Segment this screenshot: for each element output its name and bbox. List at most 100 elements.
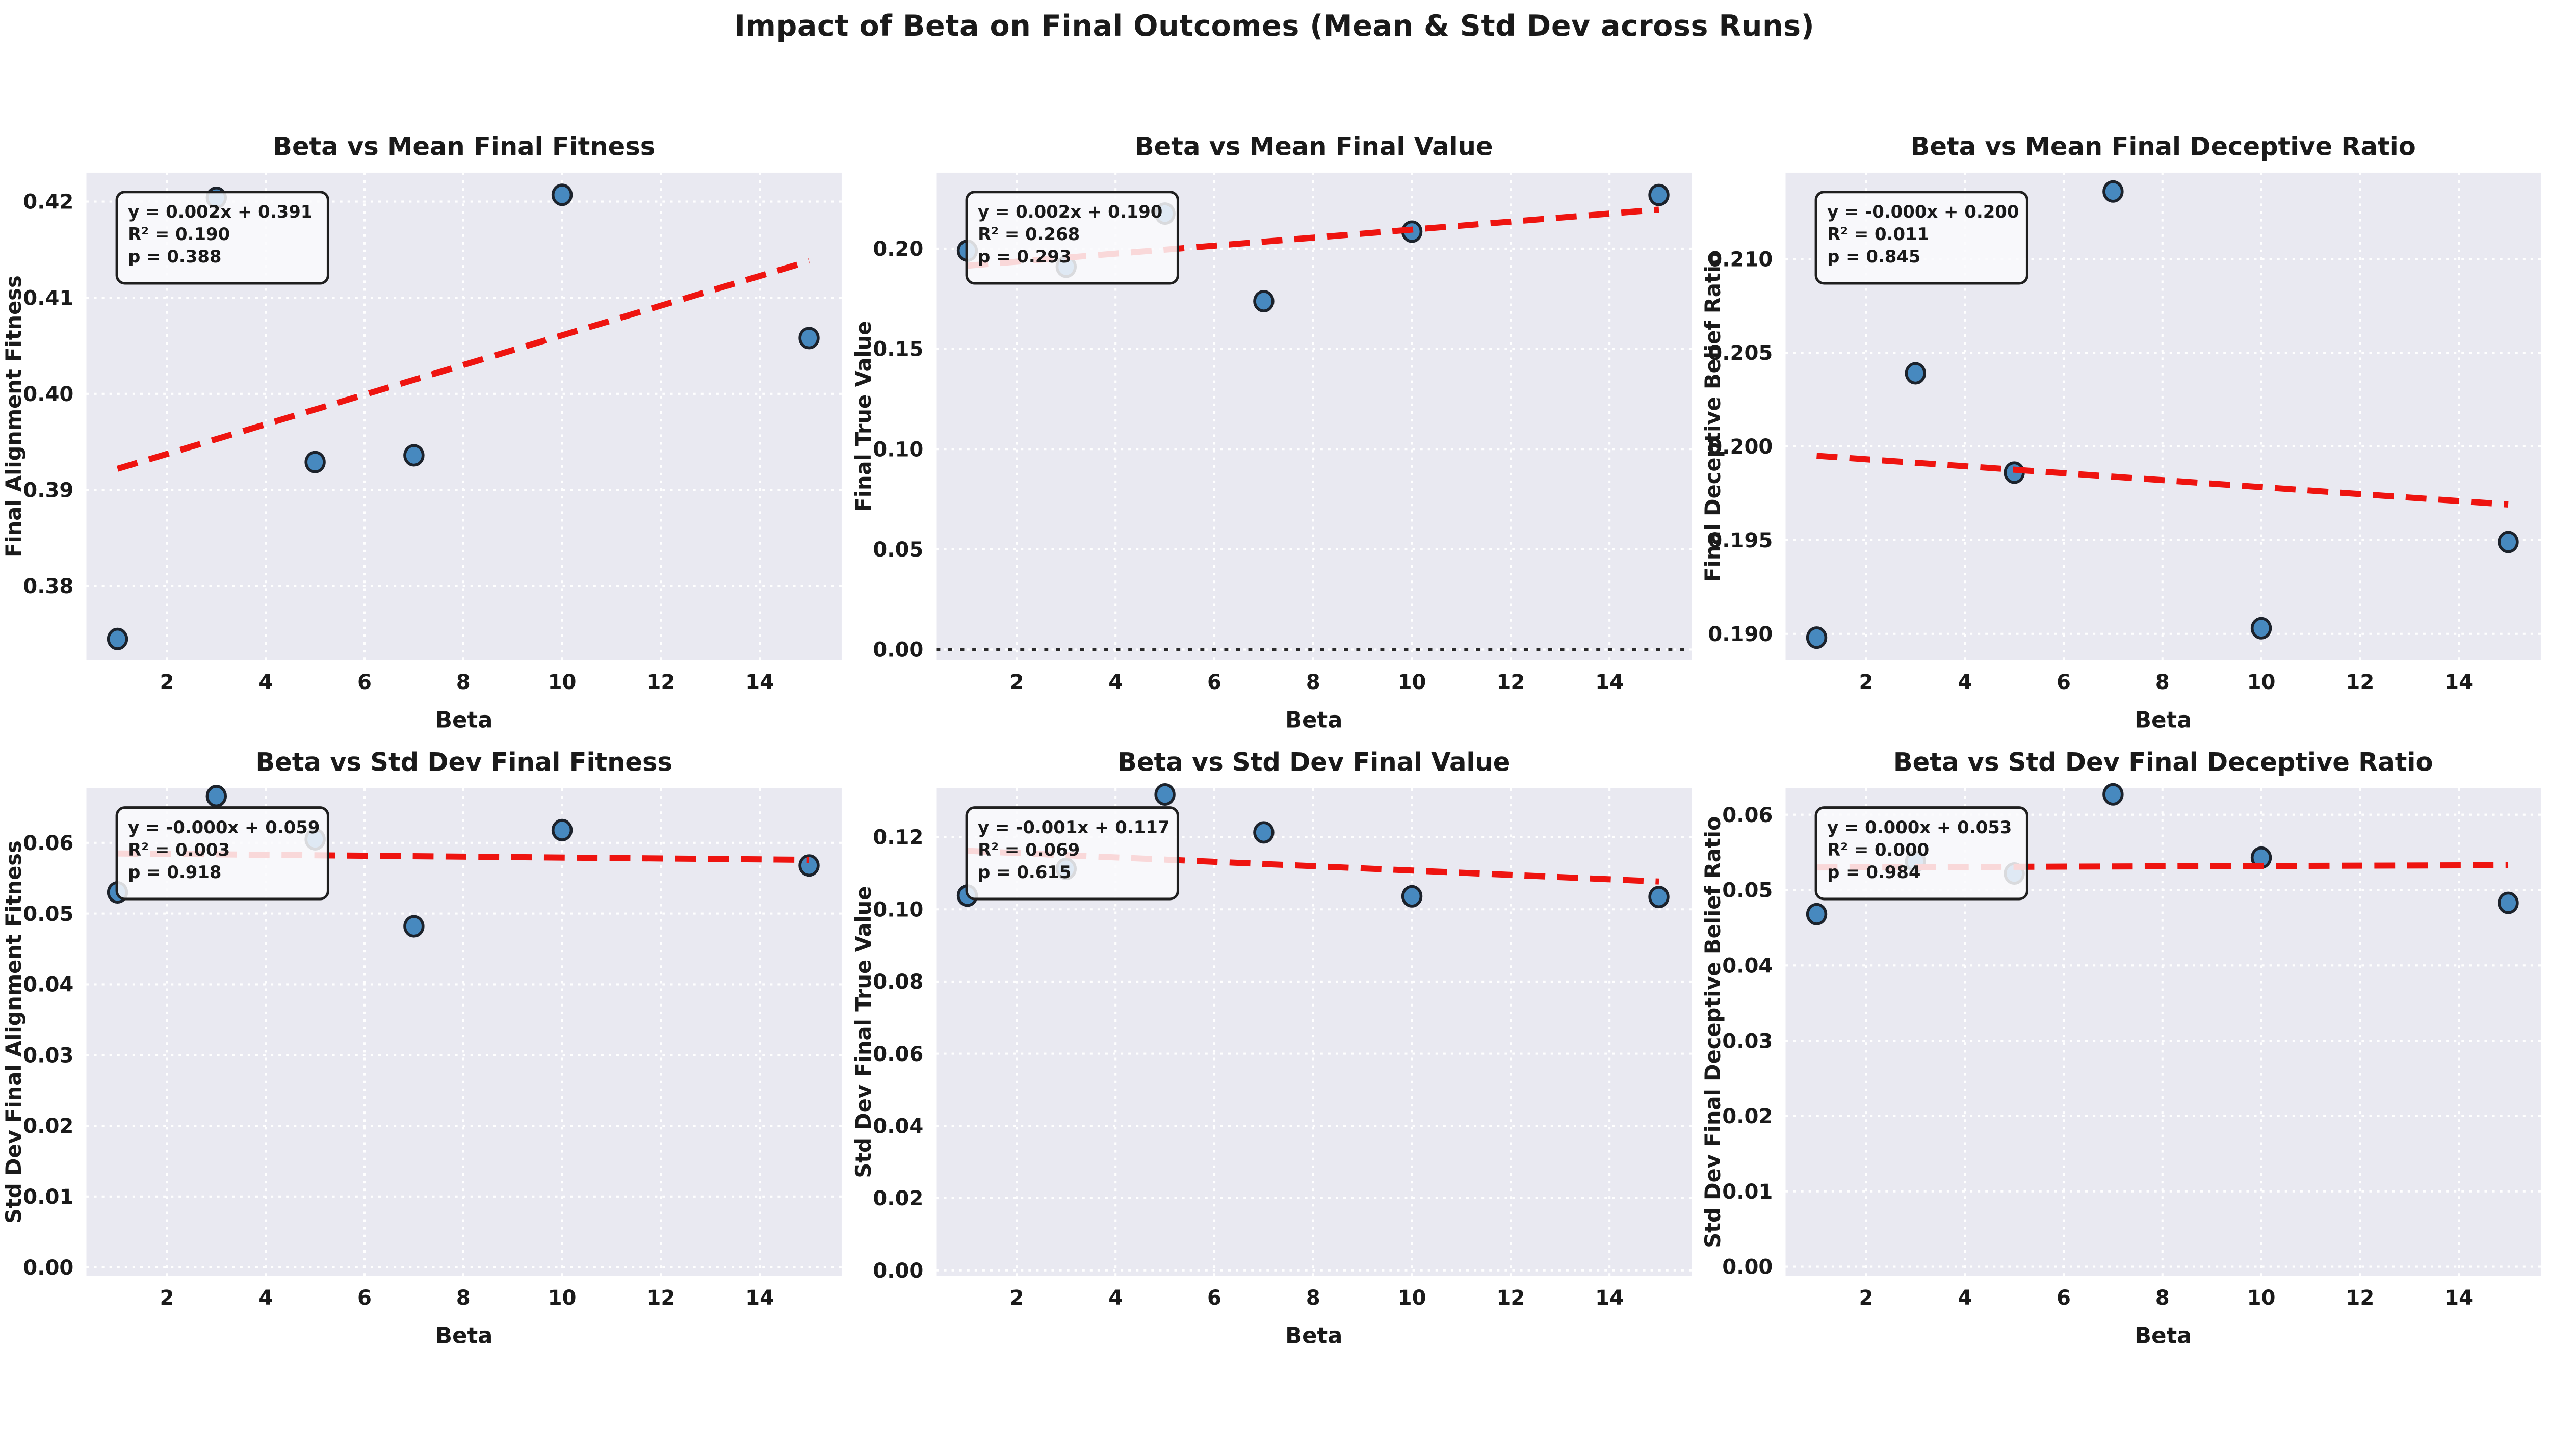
chart-canvas-2: 2 4 6 8 10 12 14 0.00 0.05 0.10 0.15 0.20 y = 0.002x…	[851, 131, 1692, 733]
x-tick-label: 10	[2247, 670, 2276, 694]
x-tick-label: 8	[1306, 1286, 1320, 1309]
y-tick-label: 0.06	[1723, 803, 1773, 827]
x-tick-label: 10	[1397, 670, 1426, 694]
annotation-text: y = -0.000x + 0.200	[1827, 202, 2019, 222]
annotation-text: R² = 0.000	[1827, 840, 1929, 860]
x-axis-label: Beta	[1285, 707, 1342, 733]
y-tick-label: 0.02	[23, 1115, 73, 1138]
x-axis-label: Beta	[435, 1323, 492, 1348]
x-tick-label: 6	[357, 1286, 372, 1309]
x-tick-label: 12	[2346, 1286, 2375, 1309]
x-axis-label: Beta	[2135, 707, 2192, 733]
y-axis-label: Final Alignment Fitness	[2, 275, 26, 558]
trend-line	[116, 258, 810, 472]
panel-title: Beta vs Mean Final Value	[1135, 131, 1493, 161]
x-tick-label: 14	[2444, 1286, 2473, 1309]
y-tick-label: 0.05	[1723, 879, 1773, 902]
x-tick-label: 8	[1306, 670, 1320, 694]
x-axis-label: Beta	[435, 707, 492, 733]
x-tick-label: 2	[1009, 670, 1024, 694]
y-tick-label: 0.42	[23, 190, 73, 214]
x-tick-label: 6	[2057, 670, 2071, 694]
y-tick-label: 0.03	[23, 1044, 73, 1067]
x-axis-label: Beta	[2135, 1323, 2192, 1348]
x-tick-label: 8	[2155, 1286, 2170, 1309]
x-tick-label: 14	[745, 1286, 774, 1309]
x-tick-label: 10	[1397, 1286, 1426, 1309]
y-tick-label: 0.01	[23, 1185, 73, 1209]
figure-title: Impact of Beta on Final Outcomes (Mean &…	[734, 9, 1815, 43]
x-tick-label: 6	[1207, 1286, 1221, 1309]
scatter-point	[1648, 885, 1670, 908]
x-tick-label: 2	[1859, 1286, 1874, 1309]
scatter-point	[1401, 885, 1422, 908]
annotation-text: p = 0.615	[978, 863, 1071, 883]
annotation-text: y = -0.000x + 0.059	[128, 818, 320, 838]
y-tick-label: 0.12	[873, 826, 923, 849]
x-tick-label: 12	[1496, 670, 1525, 694]
x-axis-label: Beta	[1285, 1323, 1342, 1348]
chart-canvas-1: 2 4 6 8 10 12 14 0.38 0.39 0.40 0.41 0.42 y = 0.002x…	[2, 131, 842, 733]
x-tick-label: 14	[1595, 1286, 1624, 1309]
x-tick-label: 4	[1108, 1286, 1123, 1309]
scatter-point	[2102, 783, 2124, 806]
annotation-text: y = 0.000x + 0.053	[1827, 818, 2012, 838]
scatter-point	[798, 326, 820, 349]
scatter-point	[1806, 626, 1828, 649]
x-tick-label: 4	[1958, 1286, 1972, 1309]
chart-panel-mean-final-fitness: 2 4 6 8 10 12 14 0.38 0.39 0.40 0.41 0.42 y = 0.002x…	[0, 129, 850, 745]
y-tick-label: 0.195	[1708, 529, 1773, 552]
scatter-point	[1648, 183, 1670, 206]
annotation-text: R² = 0.190	[128, 225, 230, 245]
y-tick-label: 0.41	[23, 286, 73, 310]
scatter-point	[551, 818, 573, 841]
y-tick-label: 0.08	[873, 970, 923, 994]
y-tick-label: 0.38	[23, 575, 73, 598]
x-tick-label: 4	[258, 1286, 273, 1309]
annotation-box	[1814, 190, 2029, 285]
y-tick-label: 0.10	[873, 438, 923, 461]
annotation-text: y = -0.001x + 0.117	[978, 818, 1169, 838]
x-tick-label: 2	[1859, 670, 1874, 694]
chart-canvas-3: 2 4 6 8 10 12 14 0.190 0.195 0.200 0.205 0.210 y = -…	[1701, 131, 2541, 733]
y-tick-label: 0.15	[873, 337, 923, 361]
y-tick-label: 0.205	[1708, 341, 1773, 365]
y-tick-label: 0.00	[23, 1256, 73, 1279]
y-tick-label: 0.04	[873, 1115, 923, 1138]
x-tick-label: 12	[1496, 1286, 1525, 1309]
scatter-point	[551, 183, 573, 206]
chart-canvas-4: 2 4 6 8 10 12 14 0.00 0.01 0.02 0.03 0.04 0.05 0.06 y …	[2, 747, 842, 1348]
y-tick-label: 0.10	[873, 898, 923, 921]
x-tick-label: 10	[548, 670, 577, 694]
x-tick-label: 4	[1108, 670, 1123, 694]
y-tick-label: 0.210	[1708, 248, 1773, 271]
panel-title: Beta vs Std Dev Final Value	[1117, 747, 1510, 777]
chart-canvas-5: 2 4 6 8 10 12 14 0.00 0.02 0.04 0.06 0.08 0.10 0.12 y …	[851, 747, 1692, 1348]
y-tick-label: 0.04	[1723, 954, 1773, 977]
y-tick-label: 0.00	[873, 1259, 923, 1282]
chart-canvas-6: 2 4 6 8 10 12 14 0.00 0.01 0.02 0.03 0.04 0.05 0.06 y …	[1701, 747, 2541, 1348]
scatter-point	[1253, 289, 1274, 312]
annotation-text: y = 0.002x + 0.391	[128, 202, 313, 222]
y-tick-label: 0.06	[23, 832, 73, 855]
annotation-box	[965, 190, 1179, 285]
scatter-point	[1905, 362, 1927, 385]
y-tick-label: 0.04	[23, 973, 73, 996]
annotation-box	[115, 190, 329, 285]
panel-title: Beta vs Mean Final Deceptive Ratio	[1911, 131, 2416, 161]
y-axis-label: Final True Value	[851, 321, 876, 512]
charts-grid: 2 4 6 8 10 12 14 0.38 0.39 0.40 0.41 0.42 y = 0.002x…	[0, 129, 2549, 1361]
annotation-text: R² = 0.003	[128, 840, 230, 860]
y-axis-label: Std Dev Final Alignment Fitness	[2, 840, 26, 1224]
annotation-text: p = 0.293	[978, 247, 1071, 267]
y-tick-label: 0.06	[873, 1042, 923, 1066]
scatter-point	[2498, 891, 2519, 914]
x-tick-label: 14	[1595, 670, 1624, 694]
scatter-point	[2102, 180, 2124, 203]
x-tick-label: 2	[160, 670, 174, 694]
y-tick-label: 0.03	[1723, 1029, 1773, 1053]
annotation-text: y = 0.002x + 0.190	[978, 202, 1162, 222]
y-tick-label: 0.02	[1723, 1105, 1773, 1128]
y-axis-label: Std Dev Final Deceptive Belief Ratio	[1701, 816, 1725, 1248]
x-tick-label: 12	[646, 1286, 675, 1309]
